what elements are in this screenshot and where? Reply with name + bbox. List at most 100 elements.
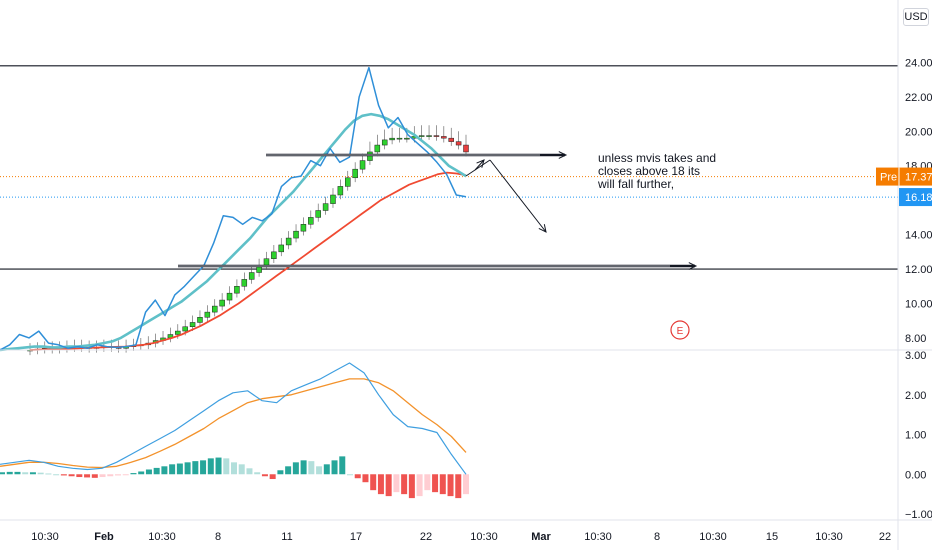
candle[interactable]	[248, 272, 255, 280]
candle[interactable]	[352, 168, 358, 179]
candle[interactable]	[293, 230, 299, 239]
earnings-marker[interactable]	[670, 320, 690, 340]
price-series[interactable]	[0, 66, 467, 351]
histogram-bar[interactable]	[455, 474, 462, 499]
candle[interactable]	[330, 194, 336, 204]
candle[interactable]	[345, 177, 351, 187]
histogram-bar[interactable]	[45, 473, 52, 475]
histogram-bar[interactable]	[432, 474, 439, 493]
histogram-bar[interactable]	[261, 474, 268, 477]
candle[interactable]	[315, 210, 321, 218]
candle[interactable]	[337, 186, 344, 196]
histogram-bar[interactable]	[153, 467, 160, 475]
candle[interactable]	[271, 251, 277, 259]
histogram-bar[interactable]	[6, 471, 13, 475]
histogram-bar[interactable]	[254, 472, 261, 475]
candle[interactable]	[389, 137, 395, 141]
histogram-bar[interactable]	[53, 474, 60, 476]
histogram-bar[interactable]	[0, 472, 5, 475]
histogram-bar[interactable]	[463, 474, 469, 495]
projection-up-arrow[interactable]	[474, 159, 485, 171]
candle[interactable]	[426, 135, 432, 137]
histogram-bar[interactable]	[84, 474, 91, 478]
candle[interactable]	[197, 317, 203, 323]
macd-series[interactable]	[0, 362, 467, 475]
histogram-bar[interactable]	[347, 474, 353, 476]
candle[interactable]	[278, 244, 285, 253]
histogram-bar[interactable]	[439, 474, 446, 495]
histogram-bar[interactable]	[331, 460, 338, 475]
price-pane[interactable]: E	[0, 65, 898, 356]
histogram-bar[interactable]	[238, 464, 245, 475]
candle[interactable]	[182, 326, 188, 332]
histogram-bar[interactable]	[316, 466, 323, 475]
candle[interactable]	[441, 136, 447, 139]
histogram-bar[interactable]	[323, 464, 330, 475]
candle[interactable]	[241, 279, 248, 287]
candle[interactable]	[404, 137, 410, 140]
histogram-bar[interactable]	[285, 466, 292, 475]
ema-fast-series[interactable]	[0, 112, 467, 352]
candle[interactable]	[300, 224, 307, 232]
candle[interactable]	[322, 203, 329, 211]
histogram-bar[interactable]	[91, 474, 98, 478]
histogram-bar[interactable]	[37, 472, 44, 475]
histogram-bar[interactable]	[130, 473, 137, 475]
histogram-bar[interactable]	[115, 474, 121, 476]
histogram-bar[interactable]	[393, 474, 400, 493]
histogram-bar[interactable]	[292, 462, 299, 475]
histogram-bar[interactable]	[29, 472, 36, 475]
histogram-bar[interactable]	[161, 466, 168, 475]
candle[interactable]	[448, 137, 454, 142]
histogram-bar[interactable]	[362, 474, 369, 483]
histogram-bar[interactable]	[424, 474, 431, 491]
histogram-bar[interactable]	[231, 462, 237, 475]
histogram-bar[interactable]	[354, 474, 361, 479]
candle[interactable]	[226, 292, 233, 301]
candle[interactable]	[418, 135, 425, 137]
candle[interactable]	[175, 330, 181, 335]
candle[interactable]	[189, 322, 196, 328]
candle[interactable]	[263, 258, 270, 266]
candle[interactable]	[396, 137, 403, 140]
currency-label[interactable]: USD	[903, 8, 929, 26]
candle[interactable]	[381, 139, 388, 146]
histogram-bar[interactable]	[401, 474, 408, 495]
histogram-bar[interactable]	[447, 474, 454, 497]
histogram-bar[interactable]	[169, 464, 176, 475]
histogram-bar[interactable]	[370, 474, 377, 491]
histogram-bar[interactable]	[68, 474, 75, 477]
histogram-bar[interactable]	[246, 468, 253, 475]
candle[interactable]	[211, 305, 218, 313]
histogram-bar[interactable]	[277, 470, 284, 475]
histogram-bar[interactable]	[107, 474, 114, 477]
histogram-bar[interactable]	[76, 474, 83, 478]
histogram-bar[interactable]	[176, 463, 183, 475]
histogram-bar[interactable]	[138, 471, 145, 475]
candle[interactable]	[308, 217, 314, 225]
candle[interactable]	[285, 237, 292, 246]
histogram-bar[interactable]	[223, 458, 230, 475]
histogram-bar[interactable]	[60, 474, 67, 476]
histogram-bar[interactable]	[215, 457, 222, 475]
histogram-bar[interactable]	[416, 474, 423, 497]
histogram-bar[interactable]	[22, 472, 29, 475]
histogram-bar[interactable]	[377, 474, 384, 495]
histogram-bar[interactable]	[408, 474, 415, 499]
histogram-bar[interactable]	[207, 458, 214, 475]
candle[interactable]	[204, 311, 211, 318]
ema-slow-series[interactable]	[29, 171, 467, 351]
candle[interactable]	[219, 299, 225, 307]
histogram-bar[interactable]	[200, 460, 207, 475]
projection-up-line[interactable]	[465, 159, 491, 177]
histogram-bar[interactable]	[339, 456, 346, 475]
candle[interactable]	[234, 286, 240, 294]
candle[interactable]	[359, 160, 366, 170]
histogram-bar[interactable]	[300, 460, 307, 475]
histogram-bar[interactable]	[14, 471, 21, 475]
projection-down-arrow[interactable]	[489, 159, 547, 233]
histogram-bar[interactable]	[308, 461, 315, 475]
histogram-bar[interactable]	[385, 474, 392, 497]
histogram-bar[interactable]	[122, 474, 129, 476]
